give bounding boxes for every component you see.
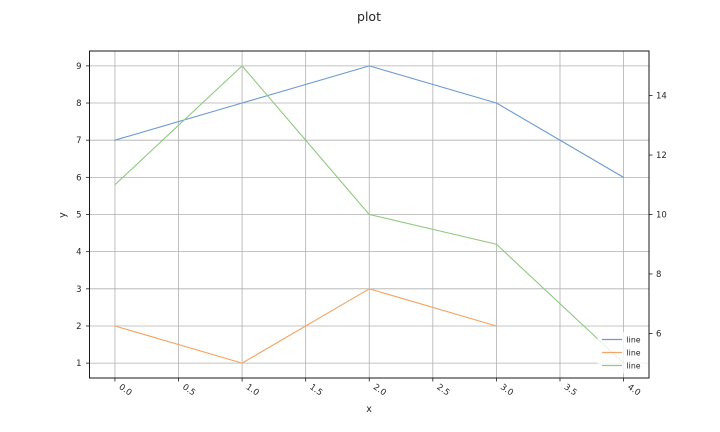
chart-title: plot (357, 9, 381, 24)
x-tick-label: 1.5 (307, 382, 324, 398)
y-tick-label-left: 2 (76, 322, 81, 332)
y-tick-label-left: 5 (76, 211, 81, 221)
y-tick-label-right: 12 (656, 151, 667, 161)
y-tick-label-left: 3 (76, 285, 81, 295)
tick-marks (86, 65, 653, 382)
y-tick-label-right: 6 (656, 329, 661, 339)
legend-entry-label: line (627, 361, 641, 370)
x-tick-label: 3.0 (498, 382, 515, 398)
x-tick-label: 2.0 (371, 382, 388, 398)
legend-entry-label: line (627, 335, 641, 344)
x-tick-label: 1.0 (244, 382, 261, 398)
legend-entry-label: line (627, 348, 641, 357)
y-tick-label-left: 6 (76, 173, 81, 183)
legend: line line line (597, 332, 649, 374)
y-tick-label-left: 4 (76, 248, 81, 258)
x-tick-label: 0.0 (117, 382, 134, 398)
y-tick-label-right: 10 (656, 211, 667, 221)
y-tick-label-left: 8 (76, 99, 81, 109)
series-line-1 (114, 288, 497, 364)
x-tick-label: 2.5 (435, 382, 452, 398)
y-tick-label-left: 7 (76, 136, 81, 146)
x-tick-label: 4.0 (625, 382, 642, 398)
y-tick-label-right: 8 (656, 270, 661, 280)
y-axis-label: y (57, 212, 69, 218)
x-axis-label: x (366, 404, 372, 415)
tick-labels: 0.0 0.5 1.0 1.5 2.0 2.5 3.0 3.5 4.01234567896810… (76, 62, 667, 398)
y-tick-label-left: 9 (76, 62, 81, 72)
series-line-0 (114, 65, 625, 178)
x-tick-label: 3.5 (562, 382, 579, 398)
x-tick-label: 0.5 (180, 382, 197, 398)
y-tick-label-left: 1 (76, 359, 81, 369)
y-tick-label-right: 14 (656, 92, 667, 102)
series-line-2 (114, 65, 625, 364)
